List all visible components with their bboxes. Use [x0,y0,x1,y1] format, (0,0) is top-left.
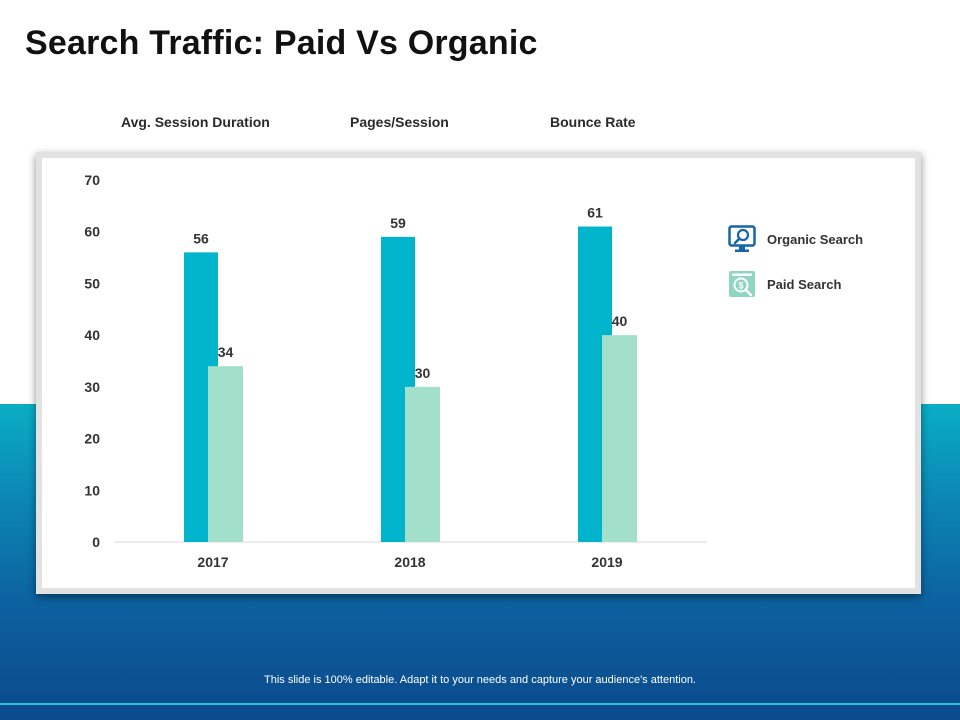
svg-text:$: $ [738,281,743,291]
dollar-search-icon: $ [728,270,756,298]
y-tick-label-0: 0 [92,534,100,550]
metric-label-bounce-rate: Bounce Rate [550,114,636,130]
bar-paid-2017 [208,366,243,542]
y-tick-label-6: 60 [84,224,100,240]
metric-label-pages-session: Pages/Session [350,114,449,130]
data-label-organic-2019: 61 [587,205,603,221]
y-tick-label-3: 30 [84,379,100,395]
chart-card: 0 10 20 30 40 50 60 70 56 59 61 34 30 40 2017 2018 2019 … [36,152,921,594]
bar-chart: 0 10 20 30 40 50 60 70 56 59 61 34 30 40 2017 2018 2019 [84,172,707,570]
legend-label-paid: Paid Search [767,276,842,292]
x-tick-label-2018: 2018 [394,554,425,570]
footer-note: This slide is 100% editable. Adapt it to… [264,674,696,686]
bar-paid-2019 [602,335,637,542]
data-label-paid-2018: 30 [415,365,431,381]
x-tick-label-2017: 2017 [197,554,228,570]
metric-label-avg-session-duration: Avg. Session Duration [121,114,270,130]
y-tick-label-1: 10 [84,482,100,498]
bar-paid-2018 [405,386,440,542]
x-tick-label-2019: 2019 [591,554,622,570]
data-label-organic-2018: 59 [390,215,406,231]
y-tick-label-2: 20 [84,431,100,447]
footer-divider [0,703,960,705]
y-tick-label-4: 40 [84,327,100,343]
y-tick-label-5: 50 [84,275,100,291]
monitor-search-icon [728,225,756,253]
legend-item-organic: Organic Search [728,224,863,254]
page-title: Search Traffic: Paid Vs Organic [25,24,538,62]
data-label-paid-2019: 40 [612,313,628,329]
data-label-paid-2017: 34 [218,344,234,360]
legend-label-organic: Organic Search [767,231,864,247]
legend-item-paid: $ Paid Search [728,269,841,299]
y-tick-label-7: 70 [84,172,100,188]
data-label-organic-2017: 56 [193,230,209,246]
